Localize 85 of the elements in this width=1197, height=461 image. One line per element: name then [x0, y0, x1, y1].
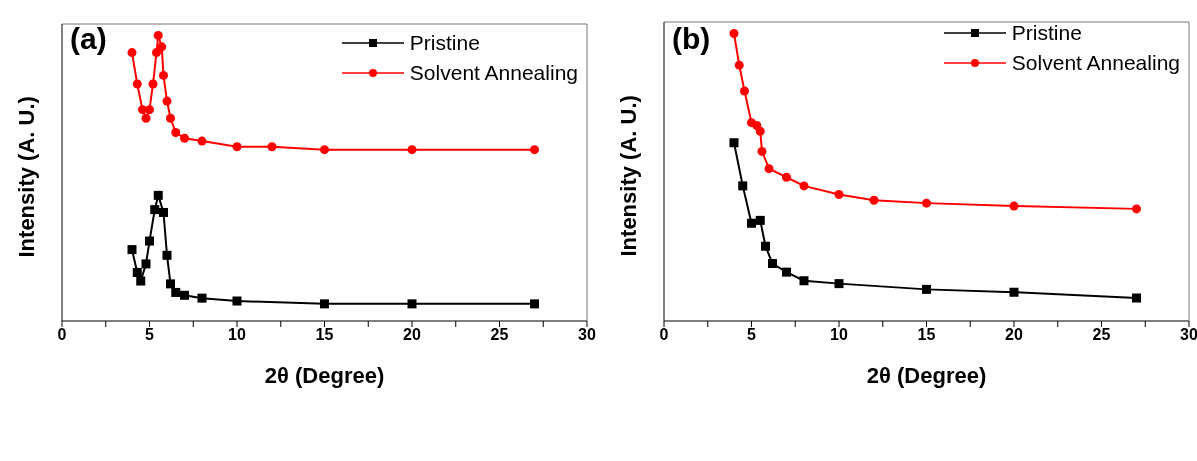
point	[922, 284, 931, 294]
point	[153, 30, 163, 40]
point	[127, 245, 137, 255]
x-tick-label: 15	[917, 326, 936, 344]
point	[136, 276, 146, 286]
point	[740, 86, 749, 96]
point	[150, 205, 160, 215]
x-tick-label: 25	[1092, 326, 1111, 344]
point	[407, 145, 417, 155]
point	[171, 128, 181, 138]
point	[764, 164, 774, 174]
point	[152, 48, 161, 58]
point	[1009, 287, 1019, 297]
point	[166, 279, 175, 289]
point	[232, 142, 242, 152]
point	[141, 259, 151, 269]
point	[166, 113, 175, 123]
point	[1132, 204, 1141, 214]
point	[132, 267, 142, 277]
point	[755, 215, 765, 225]
x-tick-label: 0	[57, 326, 67, 344]
point	[159, 70, 168, 80]
point	[159, 207, 168, 217]
point	[729, 138, 739, 148]
point	[834, 190, 844, 199]
point	[782, 172, 791, 182]
point	[141, 113, 151, 123]
point	[407, 299, 417, 309]
chart-title: (b)	[672, 22, 711, 56]
point	[180, 133, 189, 143]
x-axis-title: 2θ (Degree)	[264, 363, 385, 388]
point	[734, 60, 744, 70]
point	[148, 79, 158, 89]
point	[768, 259, 777, 268]
x-tick-label: 25	[490, 326, 509, 344]
y-axis-title: Intensity (A. U.)	[13, 96, 39, 258]
point	[145, 236, 154, 246]
point	[761, 241, 770, 251]
point	[1132, 293, 1141, 303]
legend-label: Pristine	[1011, 21, 1082, 45]
point	[782, 267, 791, 277]
point	[162, 250, 172, 260]
x-tick-label: 15	[315, 326, 334, 344]
point	[729, 29, 739, 38]
point	[267, 142, 277, 152]
point	[162, 96, 172, 106]
point	[1009, 201, 1019, 211]
point	[320, 299, 329, 309]
x-tick-label: 10	[830, 326, 848, 344]
point	[530, 299, 539, 309]
x-tick-label: 20	[403, 326, 421, 344]
point	[799, 276, 809, 286]
legend-label: Solvent Annealing	[409, 61, 578, 85]
legend-label: Pristine	[409, 31, 480, 55]
x-tick-label: 20	[1005, 326, 1023, 344]
point	[157, 42, 167, 52]
x-axis-title: 2θ (Degree)	[866, 363, 987, 388]
chart-title: (a)	[70, 22, 107, 56]
point	[799, 181, 809, 191]
point	[530, 145, 539, 155]
point	[171, 287, 181, 297]
point	[757, 146, 767, 156]
point	[755, 126, 765, 136]
x-tick-label: 5	[145, 326, 155, 344]
point	[153, 190, 163, 200]
x-tick-label: 30	[1180, 326, 1197, 344]
point	[738, 181, 748, 191]
point	[320, 145, 329, 155]
point	[132, 79, 142, 89]
point	[127, 48, 137, 58]
y-axis-title: Intensity (A. U.)	[615, 95, 641, 257]
point	[197, 293, 207, 303]
x-tick-label: 5	[747, 326, 757, 344]
point	[197, 136, 207, 146]
point	[922, 198, 931, 208]
point	[180, 290, 189, 300]
point	[145, 105, 154, 115]
x-tick-label: 30	[578, 326, 596, 344]
point	[747, 218, 756, 228]
point	[834, 279, 844, 289]
point	[869, 195, 879, 205]
legend-label: Solvent Annealing	[1011, 51, 1180, 75]
x-tick-label: 0	[659, 326, 669, 344]
x-tick-label: 10	[228, 326, 246, 344]
point	[232, 296, 242, 306]
